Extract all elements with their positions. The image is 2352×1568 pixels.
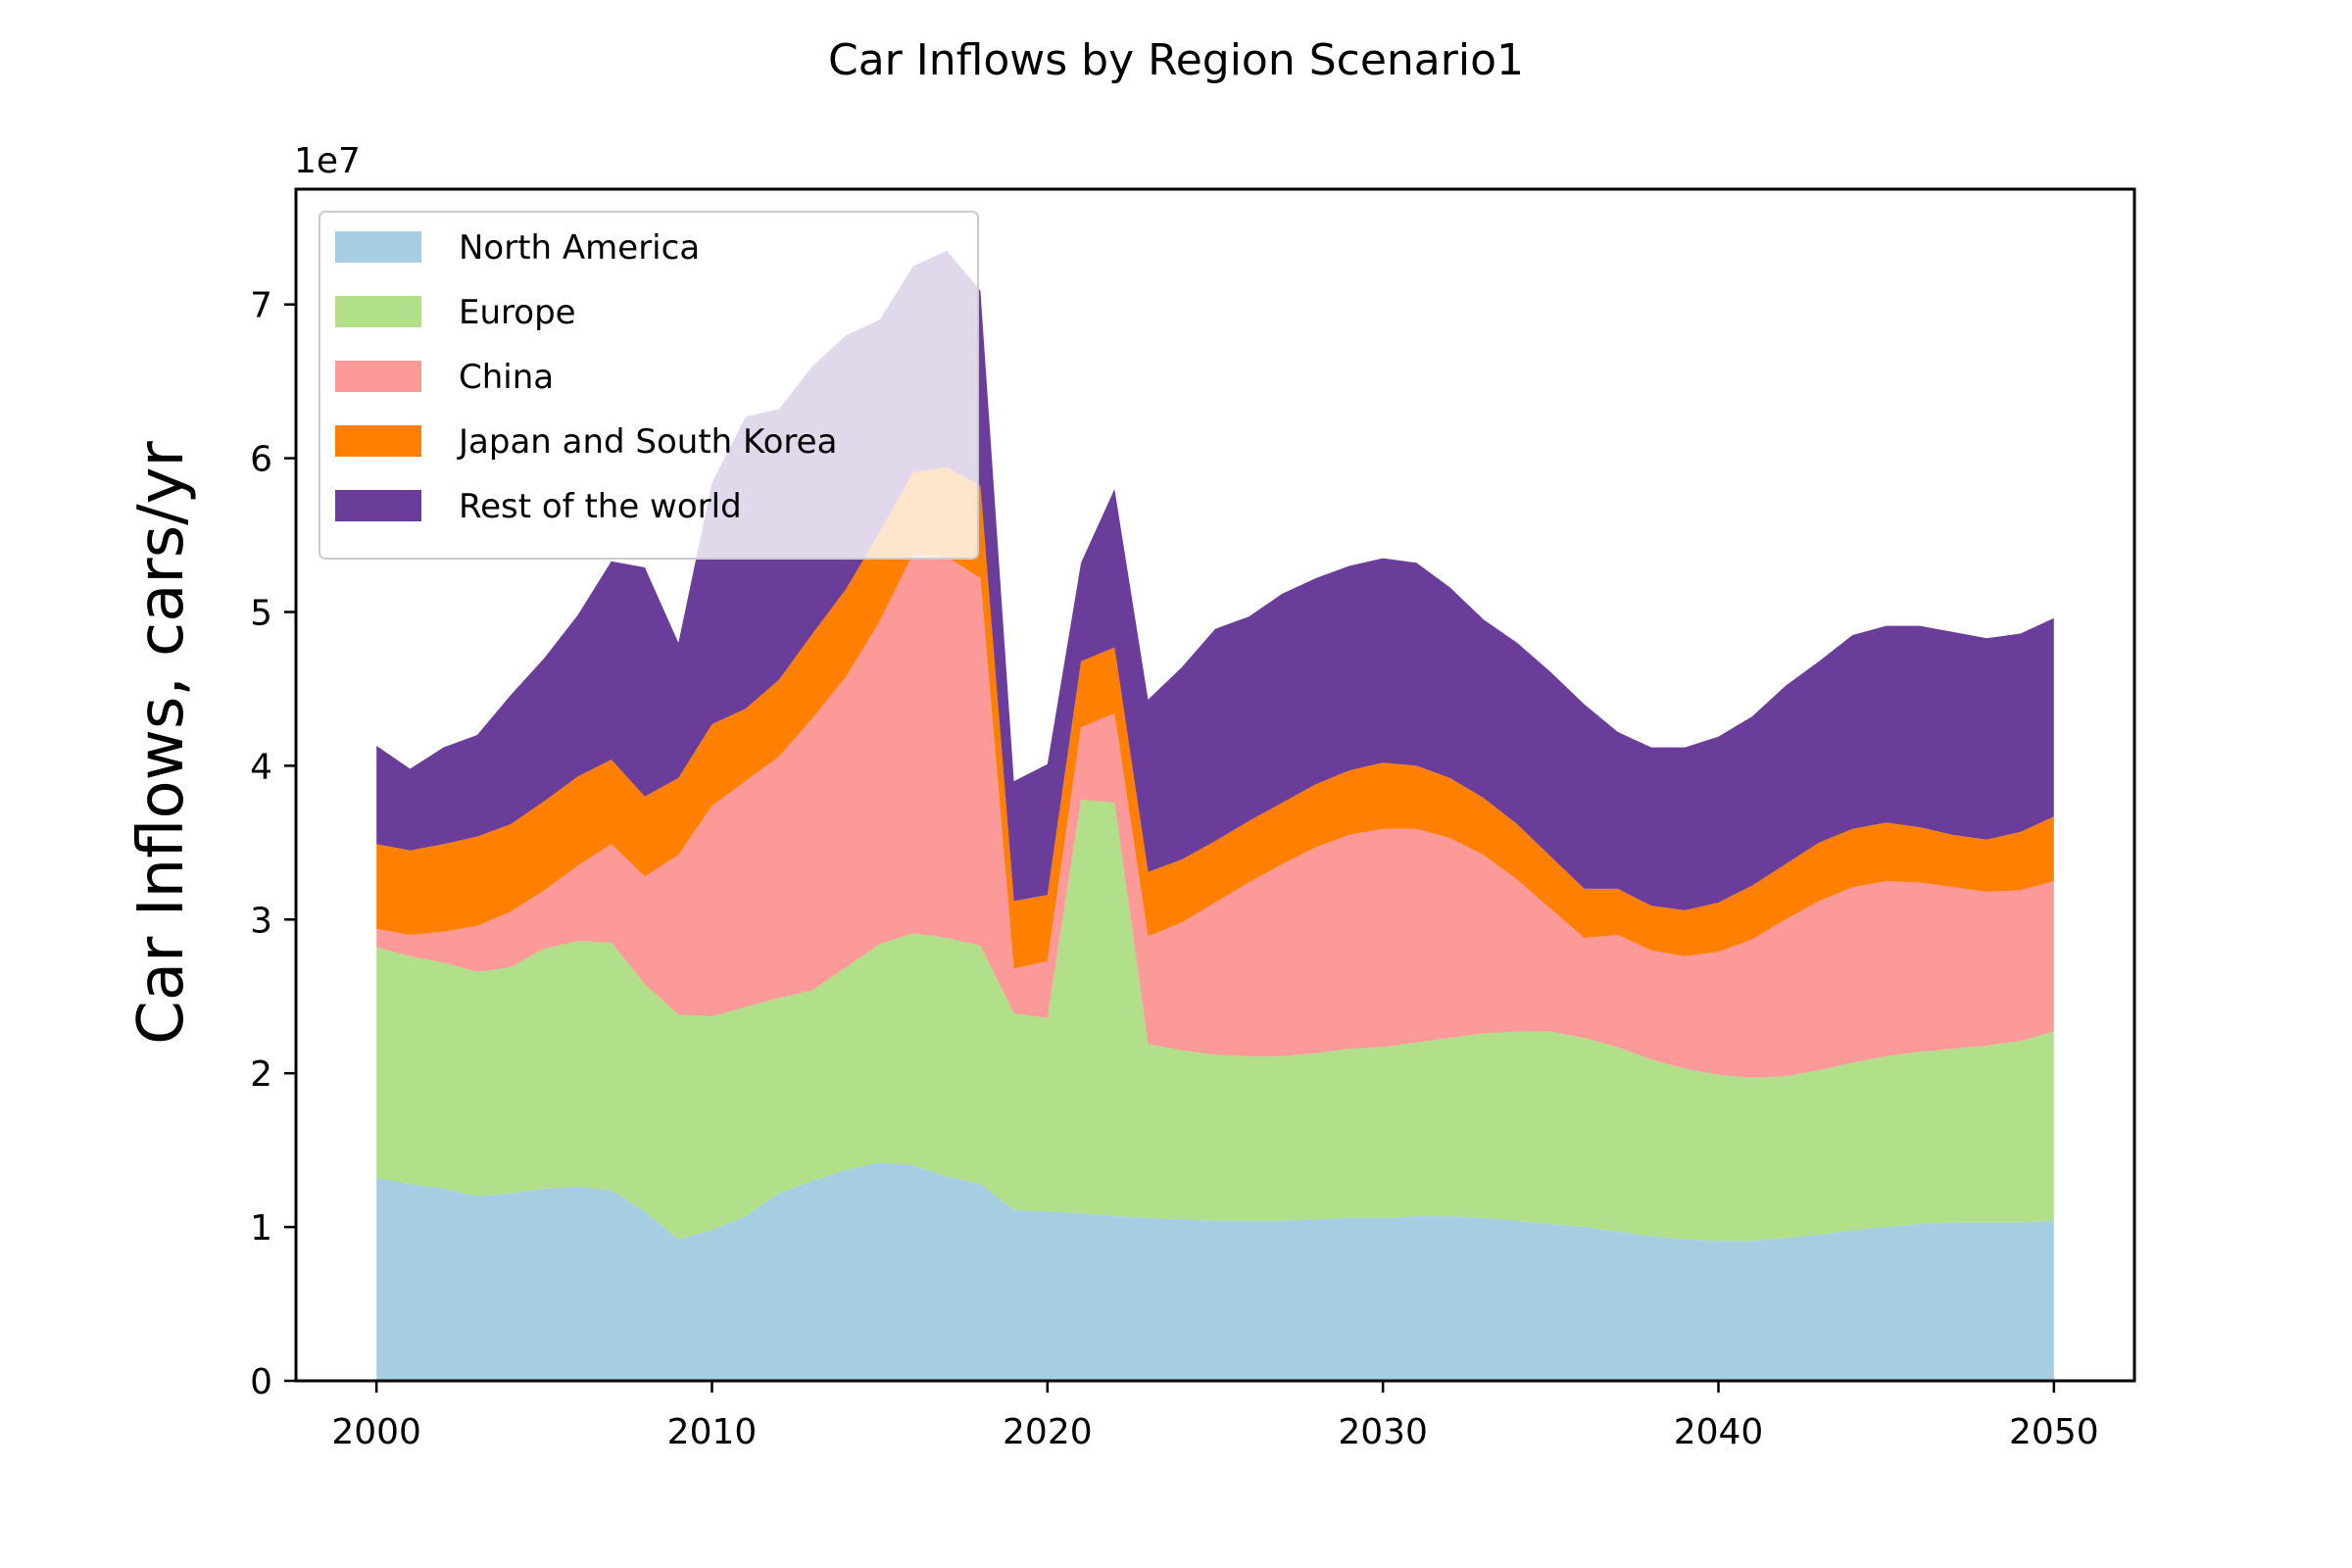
y-tick-label: 1 <box>250 1208 272 1249</box>
legend-label-north-america: North America <box>459 228 700 268</box>
legend: North America Europe China Japan and South … <box>318 211 979 560</box>
legend-label-rest-of-the-world: Rest of the world <box>459 487 742 526</box>
area-europe <box>376 799 2054 1242</box>
y-tick-label: 7 <box>250 286 272 326</box>
legend-swatch-europe <box>335 296 421 327</box>
legend-swatch-china <box>335 361 421 392</box>
y-axis-label: Car Inflows, cars/yr <box>125 440 198 1044</box>
y-tick-label: 0 <box>250 1362 272 1402</box>
plot-frame <box>294 187 2136 1383</box>
legend-swatch-japan-and-south-korea <box>335 425 421 457</box>
chart-title: Car Inflows by Region Scenario1 <box>828 35 1524 85</box>
legend-label-japan-and-south-korea: Japan and South Korea <box>457 422 837 462</box>
area-china <box>376 553 2054 1078</box>
x-tick-label: 2050 <box>2009 1412 2099 1452</box>
y-axis-ticks: 0 1 2 3 4 5 6 7 <box>250 286 296 1402</box>
y-axis-offset-label: 1e7 <box>294 141 361 181</box>
legend-label-europe: Europe <box>459 293 576 332</box>
area-north-america <box>376 1162 2054 1381</box>
x-tick-label: 2040 <box>1674 1412 1764 1452</box>
y-tick-label: 4 <box>250 747 272 787</box>
y-tick-label: 3 <box>250 901 272 941</box>
x-axis-ticks: 2000 2010 2020 2030 2040 2050 <box>331 1381 2099 1452</box>
y-tick-label: 2 <box>250 1054 272 1095</box>
legend-box <box>318 211 979 560</box>
y-tick-label: 6 <box>250 440 272 480</box>
legend-swatch-north-america <box>335 231 421 263</box>
x-tick-label: 2010 <box>667 1412 758 1452</box>
y-tick-label: 5 <box>250 593 272 633</box>
area-japan-and-south-korea <box>376 467 2054 969</box>
legend-label-china: China <box>459 358 554 397</box>
x-tick-label: 2020 <box>1003 1412 1093 1452</box>
legend-swatch-rest-of-the-world <box>335 490 421 521</box>
x-tick-label: 2030 <box>1338 1412 1428 1452</box>
x-tick-label: 2000 <box>331 1412 421 1452</box>
